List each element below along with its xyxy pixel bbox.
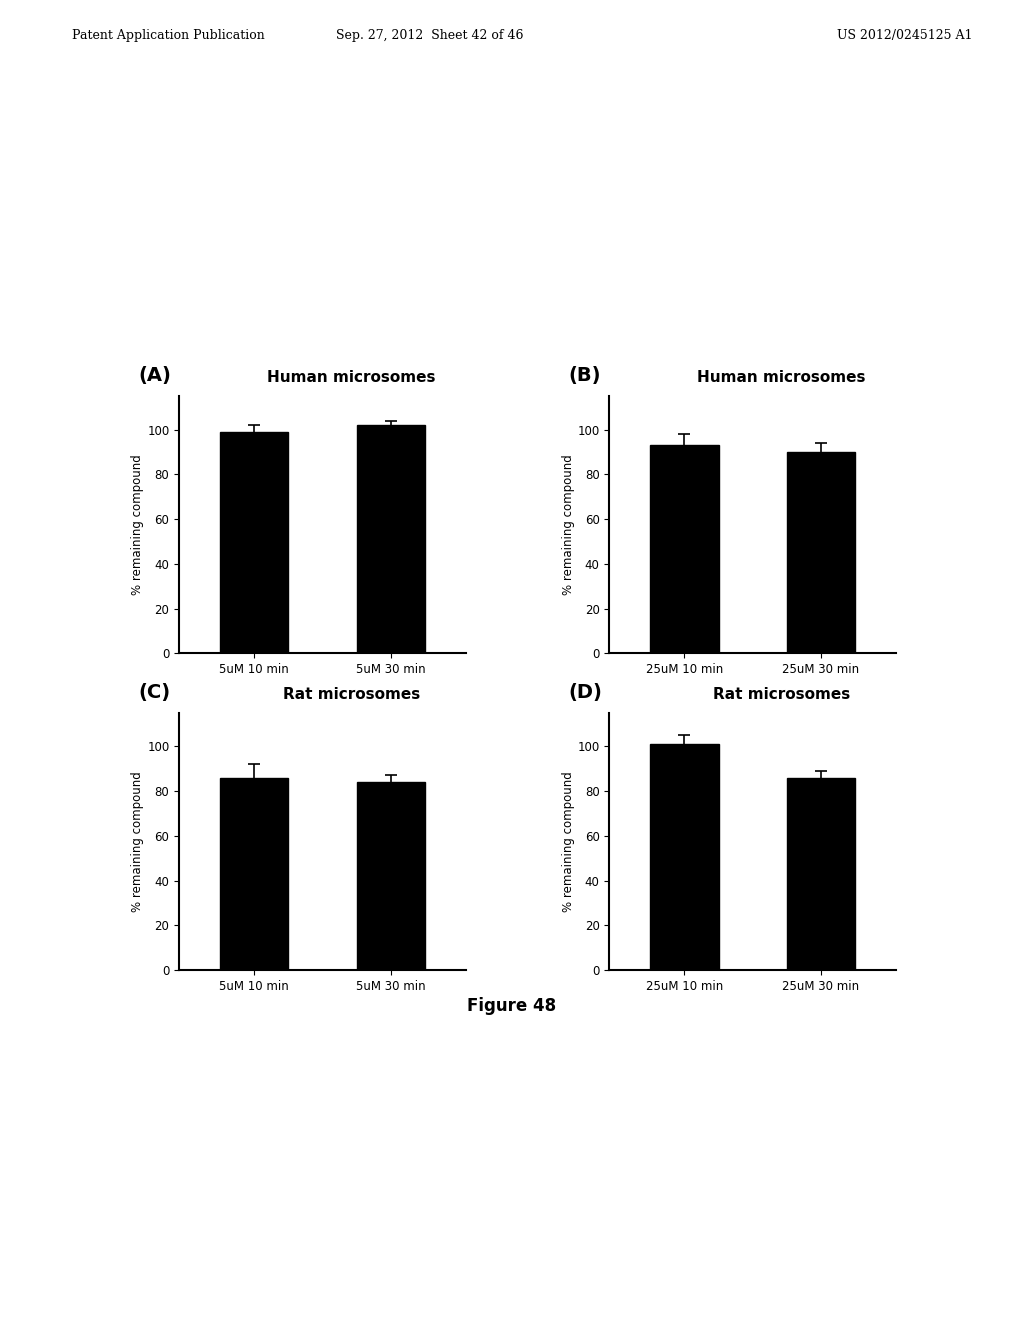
Y-axis label: % remaining compound: % remaining compound: [561, 771, 574, 912]
Text: Figure 48: Figure 48: [467, 997, 557, 1015]
Bar: [356, 425, 425, 653]
Bar: [220, 432, 289, 653]
Y-axis label: % remaining compound: % remaining compound: [131, 454, 144, 595]
Text: Human microsomes: Human microsomes: [267, 371, 435, 385]
Y-axis label: % remaining compound: % remaining compound: [131, 771, 144, 912]
Bar: [650, 445, 719, 653]
Text: Human microsomes: Human microsomes: [697, 371, 865, 385]
Text: US 2012/0245125 A1: US 2012/0245125 A1: [838, 29, 973, 42]
Bar: [650, 744, 719, 970]
Text: (C): (C): [138, 684, 170, 702]
Text: Sep. 27, 2012  Sheet 42 of 46: Sep. 27, 2012 Sheet 42 of 46: [336, 29, 524, 42]
Text: (A): (A): [138, 367, 171, 385]
Bar: [356, 783, 425, 970]
Text: Rat microsomes: Rat microsomes: [713, 688, 850, 702]
Text: Patent Application Publication: Patent Application Publication: [72, 29, 264, 42]
Text: (D): (D): [568, 684, 602, 702]
Y-axis label: % remaining compound: % remaining compound: [561, 454, 574, 595]
Bar: [220, 777, 289, 970]
Bar: [786, 451, 855, 653]
Bar: [786, 777, 855, 970]
Text: Rat microsomes: Rat microsomes: [283, 688, 420, 702]
Text: (B): (B): [568, 367, 601, 385]
